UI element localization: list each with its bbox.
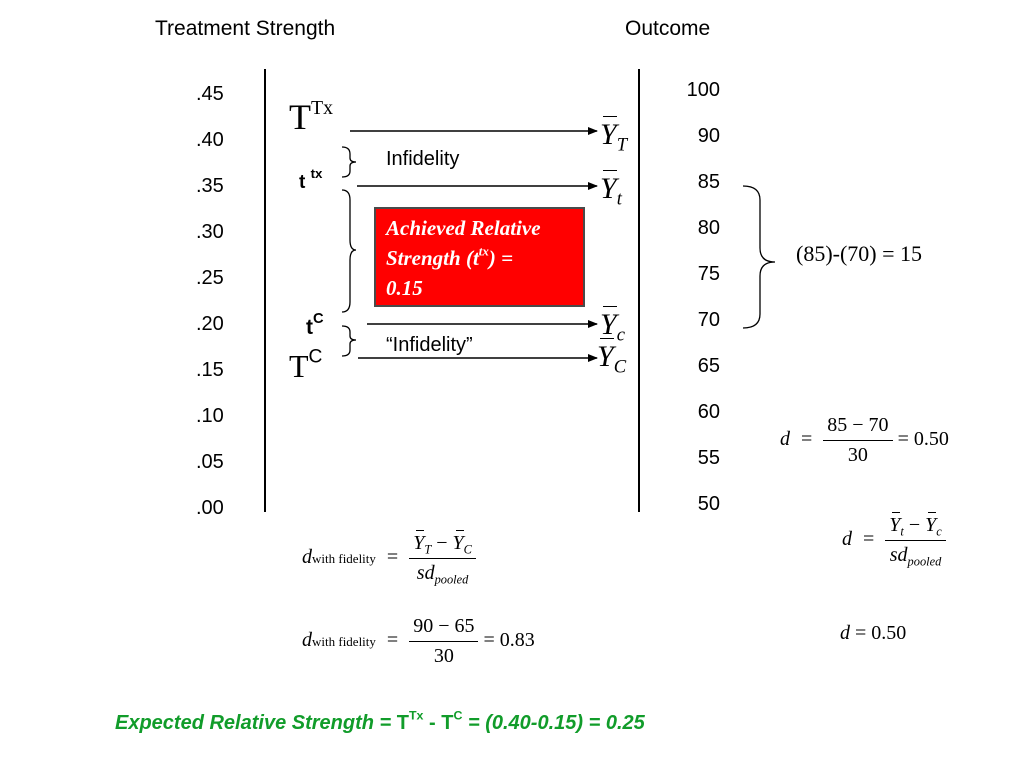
treatment-tick: .40 bbox=[196, 129, 224, 151]
outcome-tick: 75 bbox=[697, 263, 720, 285]
fidelity-effect-size-computed: dwith fidelity = 90 − 65 30 = 0.83 bbox=[302, 615, 535, 667]
label-t-C: tC bbox=[306, 310, 324, 339]
treatment-tick: .10 bbox=[196, 405, 224, 427]
treatment-tick: .20 bbox=[196, 313, 224, 335]
label-T-Tx: TTx bbox=[289, 97, 333, 137]
red-box-line3: 0.15 bbox=[386, 276, 423, 300]
infidelity-label: Infidelity bbox=[386, 148, 460, 170]
treatment-tick: .00 bbox=[196, 497, 224, 519]
achieved-relative-strength-box: Achieved Relative Strength (ttx) = 0.15 bbox=[374, 207, 585, 307]
label-t-tx: t tx bbox=[299, 166, 323, 193]
brace-infidelity bbox=[341, 146, 357, 178]
infidelity-quoted-label: “Infidelity” bbox=[386, 334, 473, 356]
treatment-axis-line bbox=[264, 69, 266, 512]
expected-relative-strength-line: Expected Relative Strength = TTx - TC = … bbox=[115, 708, 645, 734]
treatment-tick: .25 bbox=[196, 267, 224, 289]
outcome-tick: 65 bbox=[697, 355, 720, 377]
label-T-C: TC bbox=[289, 346, 323, 384]
brace-outcome-difference bbox=[742, 185, 776, 329]
outcome-tick: 50 bbox=[697, 493, 720, 515]
outcome-Y-c: Yc bbox=[600, 306, 625, 346]
outcome-tick: 100 bbox=[686, 79, 720, 101]
effect-size-formula-2: d = Yt − Yc sdpooled bbox=[842, 512, 946, 568]
treatment-tick: .35 bbox=[196, 175, 224, 197]
treatment-tick: .15 bbox=[196, 359, 224, 381]
outcome-tick: 55 bbox=[697, 447, 720, 469]
brace-achieved bbox=[341, 189, 357, 313]
outcome-difference-result: (85)-(70) = 15 bbox=[796, 241, 923, 266]
fidelity-effect-size-formula: dwith fidelity = YT − YC sdpooled bbox=[302, 530, 476, 586]
red-box-line2: Strength (ttx) = bbox=[386, 243, 514, 270]
outcome-header: Outcome bbox=[625, 17, 711, 40]
treatment-tick: .05 bbox=[196, 451, 224, 473]
outcome-tick: 70 bbox=[697, 309, 720, 331]
red-box-line1: Achieved Relative bbox=[386, 216, 541, 240]
effect-size-formula-3: d = 0.50 bbox=[840, 622, 907, 644]
outcome-Y-t: Yt bbox=[600, 170, 622, 210]
treatment-tick: .45 bbox=[196, 83, 224, 105]
treatment-tick: .30 bbox=[196, 221, 224, 243]
brace-infidelity-lower bbox=[341, 325, 357, 357]
outcome-tick: 85 bbox=[697, 171, 720, 193]
outcome-Y-T: YT bbox=[600, 116, 628, 156]
effect-size-formula-1: d = 85 − 70 30 = 0.50 bbox=[780, 414, 949, 466]
outcome-axis-line bbox=[638, 69, 640, 512]
outcome-tick: 80 bbox=[697, 217, 720, 239]
outcome-Y-C: YC bbox=[597, 338, 627, 378]
treatment-strength-header: Treatment Strength bbox=[155, 17, 336, 40]
outcome-tick: 60 bbox=[697, 401, 720, 423]
outcome-tick: 90 bbox=[697, 125, 720, 147]
